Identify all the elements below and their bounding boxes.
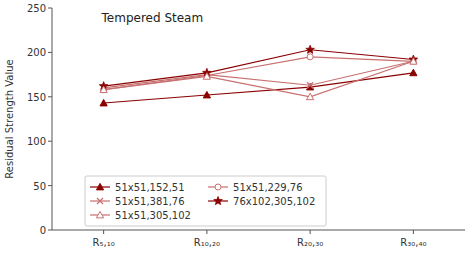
y-tick-label: 100 [27,136,46,147]
y-tick-label: 0 [40,225,46,236]
legend-marker [96,211,103,217]
y-tick [48,230,52,231]
point-marker [410,69,417,75]
x-tick [206,230,207,234]
legend-marker [215,184,221,190]
y-tick [48,185,52,186]
x-axis [52,230,465,231]
marker-shape [307,54,313,60]
y-tick-label: 50 [33,181,46,192]
marker-shape [203,91,210,97]
x-tick-label: R₃₀,₄₀ [400,237,426,248]
chart: 0 50 100 150 200 250 R₅,₁₀ R₁₀,₂₀ R₂₀,₃₀ R₃₀,₄₀ Re… [0,0,475,256]
x-tick [413,230,414,234]
x-tick [310,230,311,234]
y-tick [48,141,52,142]
marker-shape [97,198,103,204]
y-tick-label: 250 [27,3,46,14]
point-marker [203,73,210,79]
legend-marker [97,198,103,204]
y-tick [48,52,52,53]
marker-shape [96,183,103,189]
marker-shape [96,211,103,217]
series-line [104,61,414,97]
marker-shape [100,86,107,92]
legend-marker [96,183,103,189]
legend-label: 51x51,305,102 [115,210,191,221]
y-tick-label: 200 [27,47,46,58]
legend-label: 51x51,381,76 [115,196,185,207]
marker-shape [214,197,223,205]
legend-marker [214,197,223,205]
point-marker [203,91,210,97]
marker-shape [307,82,313,88]
point-marker [307,82,313,88]
plot-area [99,45,417,106]
point-marker [410,58,417,64]
marker-shape [410,69,417,75]
x-tick-label: R₅,₁₀ [93,237,115,248]
marker-shape [203,73,210,79]
point-marker [307,93,314,99]
marker-shape [215,184,221,190]
marker-shape [100,99,107,105]
marker-shape [306,45,315,53]
point-marker [307,54,313,60]
x-tick-label: R₂₀,₃₀ [297,237,323,248]
y-axis [52,8,53,230]
x-tick-label: R₁₀,₂₀ [194,237,220,248]
marker-shape [307,93,314,99]
y-tick-label: 150 [27,92,46,103]
legend-label: 51x51,152,51 [115,182,185,193]
x-tick [103,230,104,234]
y-tick [48,96,52,97]
y-tick [48,8,52,9]
point-marker [306,45,315,53]
legend-label: 51x51,229,76 [233,182,303,193]
marker-shape [410,58,417,64]
legend-label: 76x102,305,102 [233,196,315,207]
legend: 51x51,152,51 51x51,229,76 51x51,381,76 76x1… [85,176,326,226]
y-axis-label: Residual Strength Value [4,59,15,178]
legend-box [85,176,326,226]
series-line [104,50,414,86]
point-marker [100,99,107,105]
point-marker [100,86,107,92]
chart-title: Tempered Steam [101,11,204,25]
